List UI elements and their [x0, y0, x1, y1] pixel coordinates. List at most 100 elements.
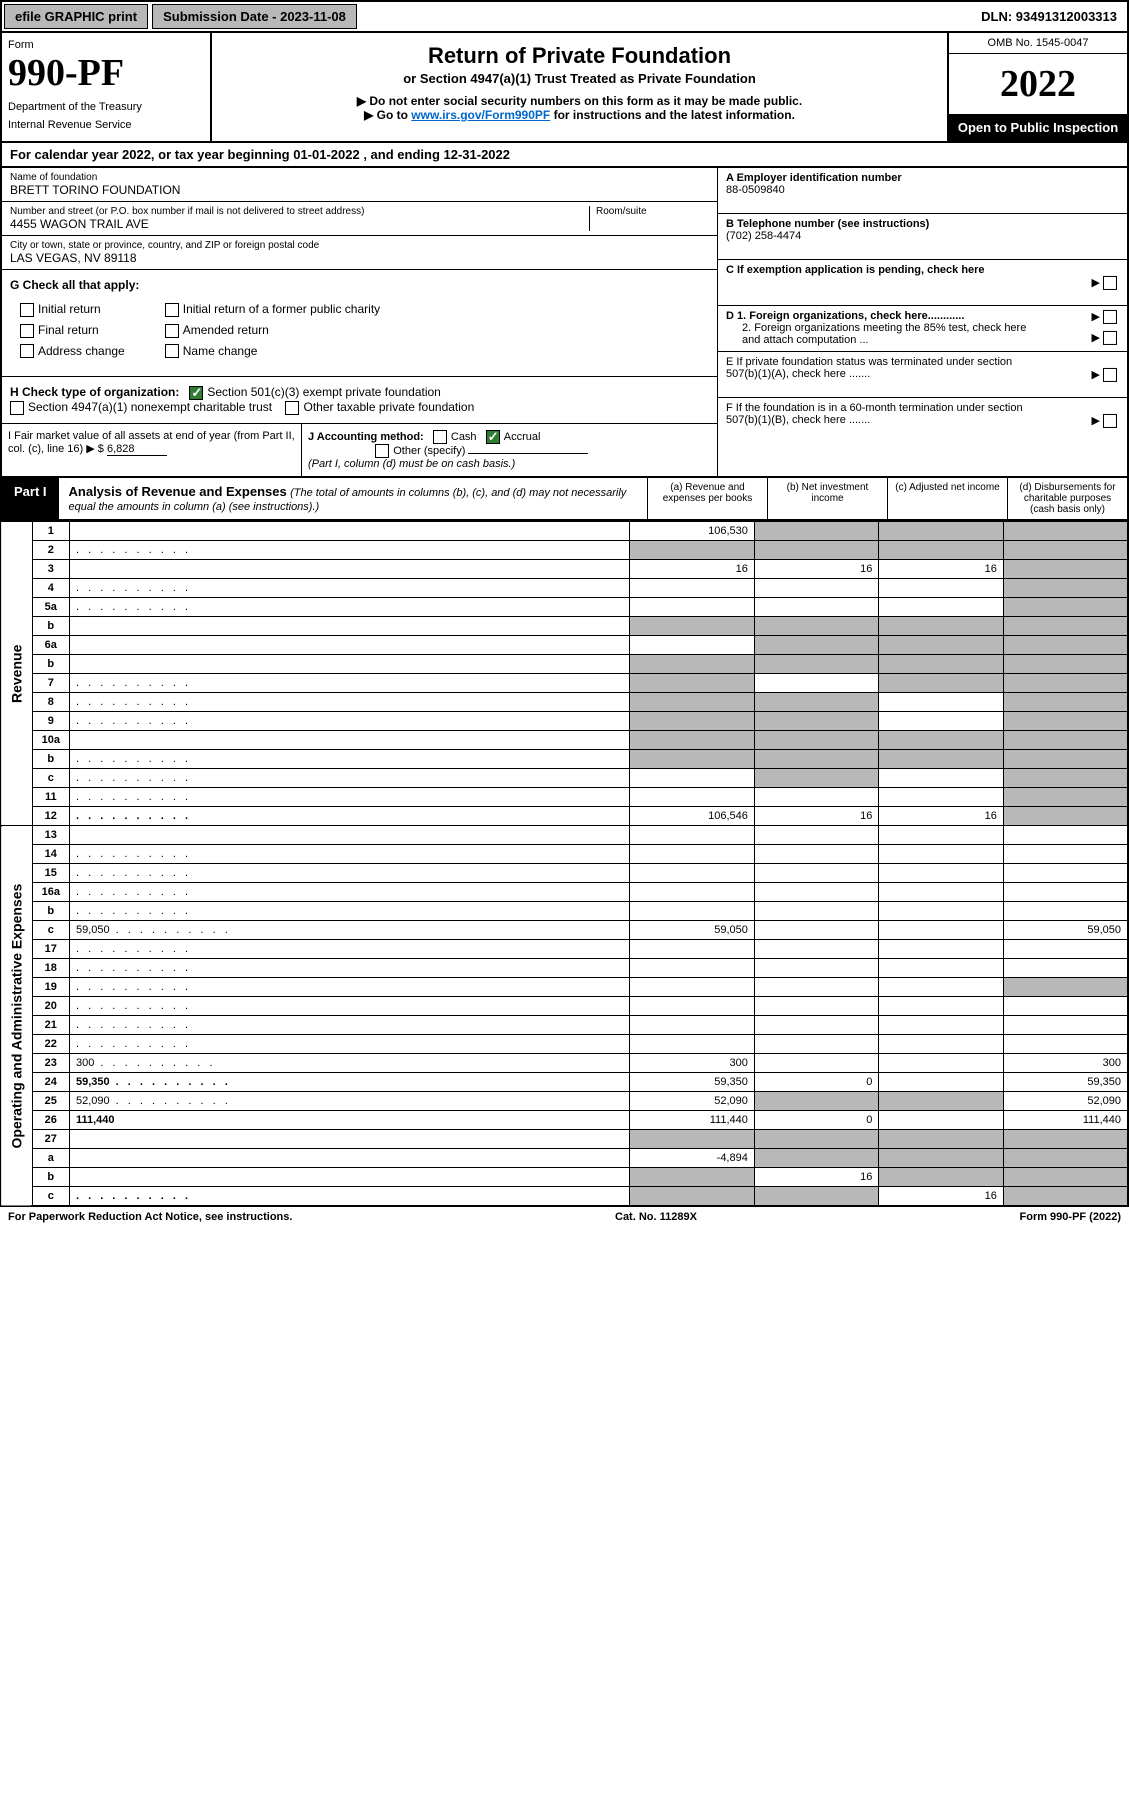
cb-final[interactable] [20, 324, 34, 338]
amt-a [630, 940, 755, 959]
amt-a: 59,050 [630, 921, 755, 940]
d2-label: 2. Foreign organizations meeting the 85%… [726, 322, 1036, 346]
cb-d1[interactable] [1103, 310, 1117, 324]
table-row: 19 [1, 978, 1128, 997]
table-row: b16 [1, 1168, 1128, 1187]
amt-d [1003, 541, 1128, 560]
amt-d [1003, 712, 1128, 731]
amt-b [754, 731, 879, 750]
amt-c [879, 788, 1004, 807]
cb-e[interactable] [1103, 368, 1117, 382]
amt-d [1003, 1168, 1128, 1187]
cb-accrual[interactable] [486, 430, 500, 444]
amt-d [1003, 826, 1128, 845]
amt-c: 16 [879, 1187, 1004, 1207]
amt-c [879, 1073, 1004, 1092]
form-label: Form [8, 39, 204, 51]
amt-b [754, 522, 879, 541]
amt-a [630, 902, 755, 921]
amt-b [754, 864, 879, 883]
cb-amended[interactable] [165, 324, 179, 338]
amt-b [754, 1035, 879, 1054]
line-desc: 59,350 [69, 1073, 629, 1092]
d1-label: D 1. Foreign organizations, check here..… [726, 310, 964, 322]
amt-b [754, 655, 879, 674]
cb-name[interactable] [165, 344, 179, 358]
address: 4455 WAGON TRAIL AVE [10, 217, 589, 231]
amt-b: 16 [754, 1168, 879, 1187]
amt-a: -4,894 [630, 1149, 755, 1168]
line-desc [69, 522, 629, 541]
amt-a [630, 636, 755, 655]
amt-d [1003, 1187, 1128, 1207]
line-num: 20 [32, 997, 69, 1016]
cb-4947[interactable] [10, 401, 24, 415]
line-num: 15 [32, 864, 69, 883]
line-num: 24 [32, 1073, 69, 1092]
cb-f[interactable] [1103, 414, 1117, 428]
cb-initial-former[interactable] [165, 303, 179, 317]
amt-d [1003, 769, 1128, 788]
table-row: b [1, 750, 1128, 769]
cb-cash[interactable] [433, 430, 447, 444]
room-label: Room/suite [596, 206, 709, 217]
amt-d: 111,440 [1003, 1111, 1128, 1130]
line-num: 2 [32, 541, 69, 560]
amt-d: 59,350 [1003, 1073, 1128, 1092]
form-link[interactable]: www.irs.gov/Form990PF [411, 108, 550, 122]
amt-c [879, 636, 1004, 655]
table-row: 21 [1, 1016, 1128, 1035]
line-desc [69, 1149, 629, 1168]
table-row: b [1, 655, 1128, 674]
amt-b [754, 978, 879, 997]
part1-title: Analysis of Revenue and Expenses (The to… [59, 478, 647, 519]
amt-a: 111,440 [630, 1111, 755, 1130]
a-cell: A Employer identification number 88-0509… [718, 168, 1127, 214]
dept: Department of the Treasury [8, 101, 204, 113]
table-row: c59,05059,05059,050 [1, 921, 1128, 940]
table-row: 3161616 [1, 560, 1128, 579]
amt-c [879, 1149, 1004, 1168]
line-desc [69, 826, 629, 845]
amt-b [754, 693, 879, 712]
table-row: 23300300300 [1, 1054, 1128, 1073]
a-val: 88-0509840 [726, 184, 785, 196]
table-row: 26111,440111,4400111,440 [1, 1111, 1128, 1130]
name-cell: Name of foundation BRETT TORINO FOUNDATI… [2, 168, 717, 202]
line-desc [69, 598, 629, 617]
amt-d [1003, 560, 1128, 579]
table-row: 12106,5461616 [1, 807, 1128, 826]
line-num: 5a [32, 598, 69, 617]
amt-a [630, 826, 755, 845]
amt-c [879, 731, 1004, 750]
cb-501c3[interactable] [189, 386, 203, 400]
cb-other-tax[interactable] [285, 401, 299, 415]
calendar-year: For calendar year 2022, or tax year begi… [0, 143, 1129, 168]
amt-c [879, 693, 1004, 712]
cb-other-method[interactable] [375, 444, 389, 458]
form-number: 990-PF [8, 51, 204, 95]
cb-initial[interactable] [20, 303, 34, 317]
col-c: (c) Adjusted net income [887, 478, 1007, 519]
line-desc [69, 978, 629, 997]
cb-d2[interactable] [1103, 331, 1117, 345]
line-desc [69, 1035, 629, 1054]
line-desc [69, 579, 629, 598]
col-d: (d) Disbursements for charitable purpose… [1007, 478, 1127, 519]
amt-d [1003, 1035, 1128, 1054]
cb-c[interactable] [1103, 276, 1117, 290]
amt-d [1003, 959, 1128, 978]
line-desc [69, 883, 629, 902]
line-num: 11 [32, 788, 69, 807]
efile-btn[interactable]: efile GRAPHIC print [4, 4, 148, 29]
cb-address[interactable] [20, 344, 34, 358]
line-desc [69, 560, 629, 579]
amt-d [1003, 940, 1128, 959]
amt-c [879, 978, 1004, 997]
table-row: 2459,35059,350059,350 [1, 1073, 1128, 1092]
amt-b [754, 1130, 879, 1149]
amt-d [1003, 674, 1128, 693]
amt-d: 300 [1003, 1054, 1128, 1073]
c-label: C If exemption application is pending, c… [726, 264, 985, 276]
amt-a: 106,530 [630, 522, 755, 541]
